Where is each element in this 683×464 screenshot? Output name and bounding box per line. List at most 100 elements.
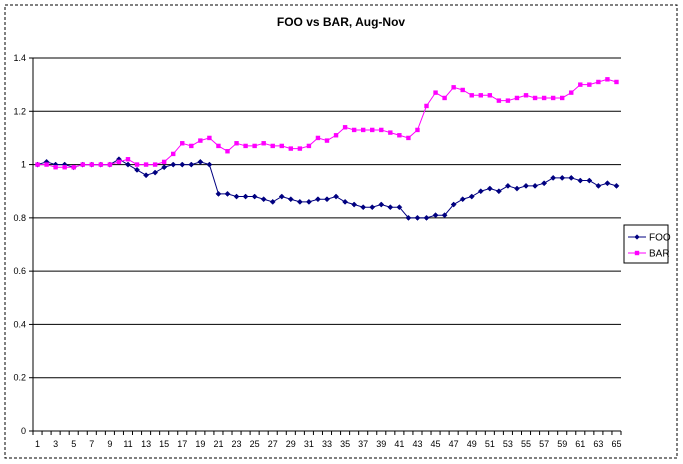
y-tick-label: 1 <box>21 160 26 170</box>
x-tick-label: 31 <box>304 439 314 449</box>
x-tick-label: 63 <box>593 439 603 449</box>
data-point-bar <box>80 162 85 167</box>
x-tick-label: 9 <box>107 439 112 449</box>
data-point-bar <box>152 162 158 167</box>
data-point-foo <box>360 204 367 211</box>
legend-marker-bar <box>634 250 640 256</box>
data-point-bar <box>370 127 375 133</box>
data-point-bar <box>261 141 266 146</box>
data-point-foo <box>468 193 475 200</box>
data-point-bar <box>279 143 284 149</box>
data-point-bar <box>143 162 149 167</box>
data-point-foo <box>387 204 394 211</box>
x-tick-label: 53 <box>503 439 513 449</box>
x-tick-label: 29 <box>286 439 296 449</box>
data-point-foo <box>432 212 439 219</box>
data-point-bar <box>252 143 257 149</box>
data-point-bar <box>442 95 447 101</box>
x-tick-label: 65 <box>611 439 621 449</box>
data-point-bar <box>125 157 131 162</box>
y-tick-label: 1.4 <box>13 53 26 63</box>
data-point-bar <box>469 93 474 98</box>
data-point-bar <box>270 143 275 149</box>
data-point-foo <box>369 204 376 211</box>
legend-label-bar: BAR <box>649 249 670 260</box>
x-tick-label: 49 <box>467 439 477 449</box>
chart-title: FOO vs BAR, Aug-Nov <box>277 15 406 29</box>
data-point-bar <box>388 130 393 135</box>
data-point-foo <box>514 185 520 192</box>
y-tick-label: 0 <box>21 426 26 436</box>
y-tick-label: 0.2 <box>13 373 26 383</box>
data-point-bar <box>541 95 547 101</box>
data-point-bar <box>550 95 556 101</box>
y-tick-label: 0.8 <box>13 213 26 223</box>
x-tick-label: 19 <box>195 439 205 449</box>
plot-area <box>33 58 621 431</box>
legend-label-foo: FOO <box>649 233 671 244</box>
data-point-foo <box>242 193 249 200</box>
data-point-foo <box>143 172 150 179</box>
data-point-bar <box>342 125 348 130</box>
legend-marker-foo <box>634 234 640 240</box>
data-point-foo <box>595 182 602 189</box>
data-point-bar <box>379 127 384 133</box>
data-point-foo <box>305 198 312 205</box>
data-point-bar <box>297 146 303 151</box>
x-tick-label: 61 <box>575 439 585 449</box>
data-point-bar <box>596 79 601 85</box>
data-point-foo <box>441 212 448 219</box>
data-point-foo <box>532 182 539 189</box>
data-point-bar <box>415 127 420 133</box>
data-point-bar <box>44 162 49 167</box>
x-tick-label: 3 <box>53 439 58 449</box>
data-point-foo <box>333 193 339 200</box>
data-point-foo <box>541 180 548 187</box>
x-tick-label: 43 <box>412 439 422 449</box>
x-tick-label: 57 <box>539 439 549 449</box>
x-tick-label: 1 <box>35 439 40 449</box>
data-point-bar <box>614 79 619 85</box>
data-point-bar <box>306 143 312 149</box>
x-tick-label: 39 <box>376 439 386 449</box>
legend-box <box>623 224 669 264</box>
data-point-bar <box>234 141 239 146</box>
x-tick-label: 27 <box>268 439 278 449</box>
data-point-foo <box>559 174 566 181</box>
x-tick-label: 11 <box>123 439 132 449</box>
data-point-foo <box>523 182 529 189</box>
data-point-bar <box>505 98 511 103</box>
data-point-foo <box>414 214 421 221</box>
data-point-bar <box>216 143 221 149</box>
data-point-bar <box>605 77 610 82</box>
data-point-bar <box>134 162 140 167</box>
data-point-bar <box>351 127 357 133</box>
x-tick-label: 37 <box>358 439 368 449</box>
x-tick-label: 15 <box>159 439 169 449</box>
data-point-foo <box>278 193 285 200</box>
data-point-bar <box>333 133 339 138</box>
y-tick-label: 0.6 <box>13 266 26 276</box>
data-point-foo <box>233 193 240 200</box>
data-point-bar <box>587 82 592 87</box>
data-point-foo <box>550 174 557 181</box>
data-point-bar <box>171 151 176 157</box>
data-point-foo <box>197 158 204 165</box>
series-layer <box>34 77 620 221</box>
data-point-foo <box>477 188 484 195</box>
data-point-bar <box>180 141 185 146</box>
x-tick-label: 25 <box>250 439 260 449</box>
data-point-bar <box>225 149 230 154</box>
data-point-foo <box>170 161 177 168</box>
data-point-bar <box>406 135 411 141</box>
data-point-foo <box>486 185 493 192</box>
data-point-bar <box>451 85 456 90</box>
data-point-foo <box>125 161 131 168</box>
data-point-foo <box>287 196 294 203</box>
data-point-bar <box>116 159 122 165</box>
data-point-bar <box>460 87 465 93</box>
x-tick-label: 59 <box>557 439 567 449</box>
y-tick-label: 0.4 <box>13 319 26 329</box>
